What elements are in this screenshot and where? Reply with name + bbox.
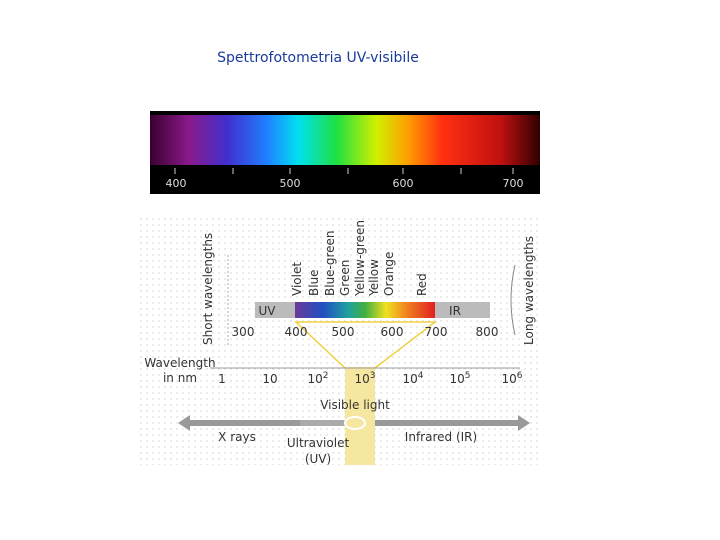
xrays-label: X rays <box>218 430 256 444</box>
scale-tick-base: 1 <box>218 372 226 386</box>
scale-tick-base: 10 <box>307 372 322 386</box>
left-label: Short wavelengths <box>201 233 215 345</box>
scale-tick-base: 10 <box>262 372 277 386</box>
spectrum-band <box>150 115 540 165</box>
wavelength-label: Wavelength <box>144 356 215 370</box>
scale-tick-label: 106 <box>501 371 522 386</box>
xray-arrow <box>178 415 300 431</box>
color-label: Violet <box>290 262 304 296</box>
color-label: Blue-green <box>323 230 337 296</box>
visible-light-label: Visible light <box>320 398 390 412</box>
band-tick-label: 300 <box>232 325 255 339</box>
scale-tick-label: 10 <box>262 372 277 386</box>
color-label: Yellow <box>367 259 381 297</box>
uv-label: Ultraviolet <box>287 436 350 450</box>
right-label: Long wavelengths <box>522 236 536 345</box>
visible-band <box>295 302 435 318</box>
spectrum-tick-label: 400 <box>166 177 187 190</box>
band-tick-label: 500 <box>332 325 355 339</box>
color-label: Orange <box>382 252 396 296</box>
color-label: Yellow-green <box>353 220 367 297</box>
scale-tick-label: 104 <box>402 371 423 386</box>
visible-column <box>345 368 375 465</box>
scale-tick-label: 105 <box>449 371 470 386</box>
scale-tick-exponent: 6 <box>517 371 523 381</box>
spectrum-tick-label: 500 <box>280 177 301 190</box>
scale-tick-base: 10 <box>402 372 417 386</box>
slide-title: Spettrofotometria UV-visibile <box>217 50 419 66</box>
wavelength-label: in nm <box>163 371 197 385</box>
spectrum-ticks <box>174 168 514 174</box>
scale-tick-base: 10 <box>354 372 369 386</box>
band-tick-label: 800 <box>476 325 499 339</box>
spectrum-tick-label: 700 <box>503 177 524 190</box>
band-label: UV <box>259 304 277 318</box>
scale-tick-base: 10 <box>449 372 464 386</box>
scale-tick-label: 102 <box>307 371 328 386</box>
color-label: Red <box>415 273 429 296</box>
color-label: Green <box>338 260 352 296</box>
scale-tick-base: 10 <box>501 372 516 386</box>
scale-tick-label: 103 <box>354 371 375 386</box>
band-label: IR <box>449 304 461 318</box>
diagram-background <box>137 215 540 465</box>
band-tick-label: 600 <box>381 325 404 339</box>
uv-arrow <box>300 420 345 426</box>
ir-label: Infrared (IR) <box>405 430 477 444</box>
right-brace <box>510 264 516 336</box>
scale-tick-exponent: 2 <box>323 371 329 381</box>
ir-arrow <box>375 415 530 431</box>
spectrum-tick-label: 600 <box>393 177 414 190</box>
visible-marker <box>344 416 366 430</box>
band-tick-label: 700 <box>425 325 448 339</box>
scale-tick-exponent: 3 <box>370 371 376 381</box>
scale-tick-exponent: 4 <box>418 371 424 381</box>
color-label: Blue <box>307 269 321 296</box>
band-tick-label: 400 <box>285 325 308 339</box>
uv-label: (UV) <box>305 452 331 466</box>
scale-tick-exponent: 5 <box>465 371 471 381</box>
scale-tick-label: 1 <box>218 372 226 386</box>
